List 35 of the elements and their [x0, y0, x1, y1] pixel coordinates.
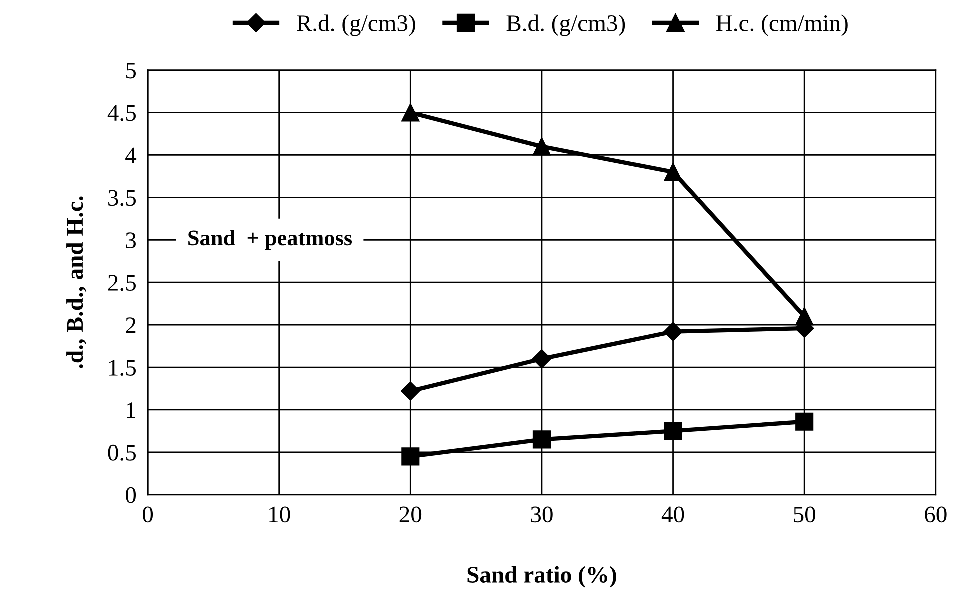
y-tick-label: 4 — [126, 148, 137, 164]
point — [532, 349, 552, 369]
point — [402, 448, 420, 466]
y-tick-label: 5 — [126, 62, 136, 79]
x-axis-title: Sand ratio (%) — [468, 566, 616, 588]
x-tick-label: 40 — [662, 506, 684, 523]
y-tick-label: 3.5 — [108, 190, 136, 206]
point — [664, 322, 683, 342]
x-tick-label: 60 — [925, 506, 947, 523]
y-tick-label: 1.5 — [109, 360, 136, 376]
point — [796, 308, 814, 326]
point — [401, 382, 420, 401]
point — [532, 138, 551, 156]
y-tick-label: 4.5 — [108, 105, 136, 122]
x-tick-label: 50 — [794, 506, 816, 523]
legend-label: R.d. (g/cm3) — [297, 14, 416, 36]
x-tick-label: 0 — [143, 506, 154, 523]
point — [402, 104, 420, 122]
y-tick-label: 0.5 — [108, 444, 136, 461]
point — [532, 430, 551, 449]
x-tick-label: 30 — [531, 506, 553, 523]
point — [796, 412, 814, 431]
y-tick-label: 1 — [127, 402, 136, 418]
y-tick-label: 2 — [126, 318, 136, 334]
y-tick-label: 2.5 — [108, 275, 136, 292]
point — [664, 163, 682, 182]
legend-label: H.c. (cm/min) — [716, 14, 848, 36]
point — [664, 422, 682, 440]
y-axis-title: .d., B.d., and H.c. — [66, 196, 87, 368]
annotation: Sand + peatmoss — [188, 230, 352, 250]
x-tick-label: 10 — [270, 506, 290, 523]
x-tick-label: 20 — [400, 506, 422, 523]
legend-label: B.d. (g/cm3) — [506, 14, 626, 36]
y-tick-label: 0 — [126, 487, 136, 504]
y-tick-label: 3 — [126, 232, 136, 249]
